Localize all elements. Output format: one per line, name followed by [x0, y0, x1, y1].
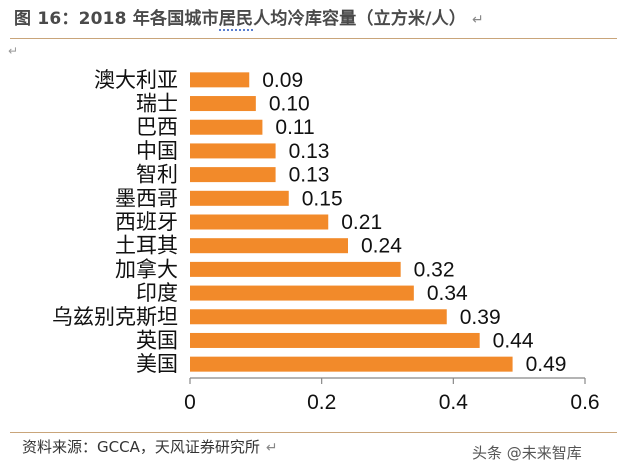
figure-title-underlined: 居民	[218, 9, 254, 31]
category-label-7: 土耳其	[115, 234, 178, 258]
source-text: 资料来源：GCCA，天风证券研究所	[22, 438, 260, 456]
value-label-2: 0.11	[275, 116, 314, 139]
bar-4	[190, 167, 276, 183]
bar-1	[190, 96, 256, 112]
bar-10	[190, 309, 447, 325]
category-label-12: 美国	[136, 352, 178, 376]
value-label-8: 0.32	[414, 258, 455, 281]
bar-12	[190, 356, 513, 372]
x-tick-label-0: 0	[184, 391, 196, 414]
bar-0	[190, 72, 250, 88]
watermark: 头条 @未来智库	[472, 444, 582, 462]
category-label-0: 澳大利亚	[94, 68, 178, 92]
category-label-9: 印度	[136, 281, 178, 305]
x-tick-label-2: 0.4	[439, 391, 469, 414]
category-label-1: 瑞士	[136, 92, 178, 116]
category-label-5: 墨西哥	[115, 186, 178, 210]
category-label-2: 巴西	[136, 115, 178, 139]
figure-title: 图 16：2018 年各国城市居民人均冷库容量（立方米/人） ↵	[14, 4, 484, 31]
category-label-8: 加拿大	[115, 257, 178, 281]
bar-6	[190, 214, 329, 230]
value-label-5: 0.15	[302, 187, 343, 210]
bar-9	[190, 285, 414, 301]
value-label-10: 0.39	[460, 306, 501, 329]
value-label-6: 0.21	[341, 211, 382, 234]
paragraph-mark-icon: ↵	[8, 44, 19, 58]
source-note: 资料来源：GCCA，天风证券研究所 ↵	[22, 436, 278, 457]
value-label-0: 0.09	[262, 69, 303, 92]
value-label-1: 0.10	[269, 93, 310, 116]
bottom-divider	[10, 432, 617, 433]
value-label-9: 0.34	[427, 282, 468, 305]
bar-3	[190, 143, 276, 159]
value-label-7: 0.24	[361, 235, 402, 258]
x-tick-label-3: 0.6	[570, 391, 599, 414]
source-return-mark-icon: ↵	[265, 440, 278, 456]
value-label-11: 0.44	[493, 329, 534, 352]
category-label-11: 英国	[136, 328, 178, 352]
bar-11	[190, 332, 480, 348]
figure-title-suffix: 人均冷库容量（立方米/人）	[253, 9, 467, 29]
value-label-4: 0.13	[289, 164, 330, 187]
x-tick-label-1: 0.2	[307, 391, 336, 414]
bar-2	[190, 119, 263, 135]
category-label-10: 乌兹别克斯坦	[52, 305, 178, 329]
category-label-6: 西班牙	[115, 210, 178, 234]
value-label-12: 0.49	[526, 353, 567, 376]
category-label-3: 中国	[136, 139, 178, 163]
bar-7	[190, 238, 348, 254]
value-label-3: 0.13	[289, 140, 330, 163]
category-label-4: 智利	[136, 163, 178, 187]
return-mark-icon: ↵	[472, 12, 484, 28]
bar-8	[190, 261, 401, 277]
bar-5	[190, 190, 289, 206]
top-divider	[10, 38, 617, 39]
figure-title-prefix: 图 16：2018 年各国城市	[14, 9, 219, 29]
